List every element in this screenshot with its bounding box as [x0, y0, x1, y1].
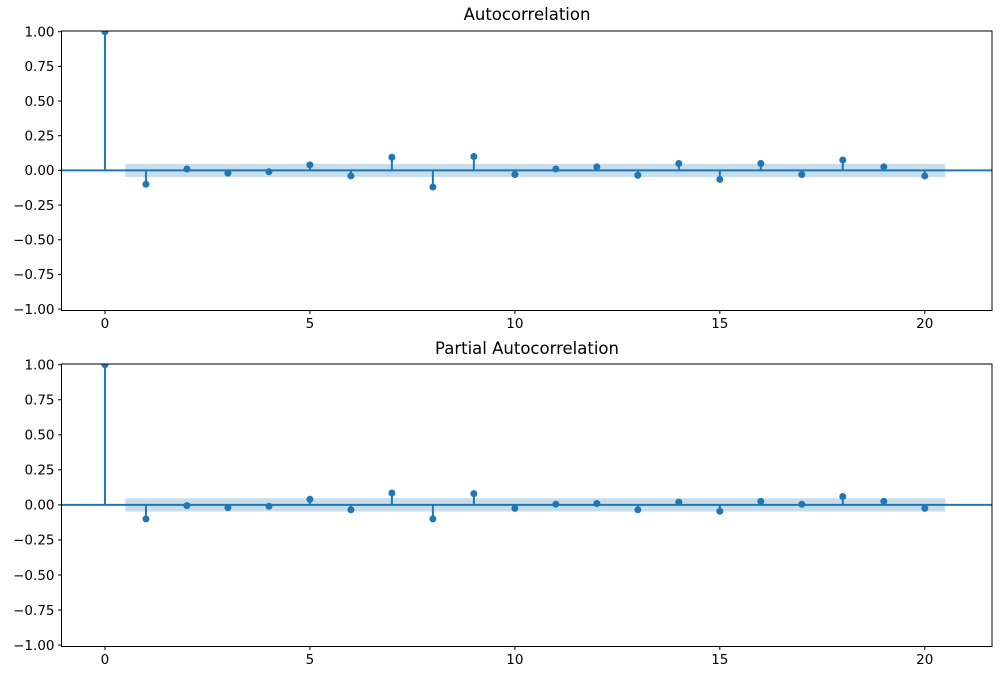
marker-lag-4	[265, 168, 273, 176]
marker-lag-11	[552, 500, 560, 508]
x-tick-label: 5	[306, 652, 315, 668]
marker-lag-17	[798, 500, 806, 508]
y-tick-label: 0.75	[24, 59, 54, 75]
y-tick-label: −0.50	[13, 568, 54, 584]
marker-lag-19	[880, 163, 888, 171]
acf-plot-title: Autocorrelation	[463, 5, 591, 24]
marker-lag-12	[593, 499, 601, 507]
marker-lag-20	[921, 504, 929, 512]
x-tick-label: 0	[101, 316, 110, 332]
marker-lag-16	[757, 497, 765, 505]
marker-lag-3	[224, 504, 232, 512]
marker-lag-14	[675, 498, 683, 506]
marker-lag-10	[511, 171, 519, 179]
y-tick-label: −1.00	[13, 638, 54, 654]
y-tick-label: −0.25	[13, 198, 54, 214]
y-tick-label: 1.00	[24, 358, 54, 374]
y-tick-label: 0.25	[24, 463, 54, 479]
marker-lag-0	[101, 364, 109, 369]
marker-lag-15	[716, 175, 724, 183]
marker-lag-1	[142, 180, 150, 188]
y-tick-label: −0.75	[13, 603, 54, 619]
x-tick-label: 10	[506, 652, 523, 668]
marker-lag-0	[101, 31, 109, 36]
y-tick-label: −0.75	[13, 267, 54, 283]
marker-lag-7	[388, 153, 396, 161]
marker-lag-19	[880, 497, 888, 505]
marker-lag-20	[921, 172, 929, 180]
marker-lag-14	[675, 159, 683, 167]
x-tick-label: 20	[916, 652, 933, 668]
y-tick-label: −0.25	[13, 533, 54, 549]
marker-lag-8	[429, 515, 437, 523]
stem-series	[101, 364, 929, 523]
y-tick-label: 0.75	[24, 393, 54, 409]
stem-series	[101, 31, 929, 191]
x-tick-label: 15	[711, 316, 728, 332]
marker-lag-17	[798, 171, 806, 179]
pacf-plot-title: Partial Autocorrelation	[435, 339, 619, 358]
marker-lag-6	[347, 506, 355, 514]
marker-lag-18	[839, 156, 847, 164]
y-tick-label: 1.00	[24, 24, 54, 40]
marker-lag-10	[511, 504, 519, 512]
y-tick-label: 0.50	[24, 428, 54, 444]
x-tick-label: 20	[916, 316, 933, 332]
marker-lag-6	[347, 172, 355, 180]
marker-lag-9	[470, 490, 478, 498]
marker-lag-9	[470, 153, 478, 161]
marker-lag-16	[757, 159, 765, 167]
marker-lag-2	[183, 502, 191, 510]
marker-lag-5	[306, 495, 314, 503]
marker-lag-8	[429, 183, 437, 191]
marker-lag-7	[388, 489, 396, 497]
marker-lag-18	[839, 492, 847, 500]
y-tick-label: 0.25	[24, 129, 54, 145]
pacf-axes: 1.00 0.75 0.50 0.25 0.00 −0.25 −0.50 −0.75 −1.00…	[13, 358, 993, 668]
x-tick-label: 15	[711, 652, 728, 668]
marker-lag-1	[142, 515, 150, 523]
marker-lag-13	[634, 506, 642, 514]
x-tick-label: 0	[101, 652, 110, 668]
acf-axes: 1.00 0.75 0.50 0.25 0.00 −0.25 −0.50 −0.75 −1.00…	[13, 24, 993, 332]
marker-lag-11	[552, 165, 560, 173]
y-tick-label: 0.00	[24, 498, 54, 514]
y-tick-label: 0.50	[24, 94, 54, 110]
marker-lag-5	[306, 161, 314, 169]
marker-lag-4	[265, 502, 273, 510]
marker-lag-3	[224, 169, 232, 177]
marker-lag-15	[716, 507, 724, 515]
x-tick-label: 5	[306, 316, 315, 332]
x-tick-label: 10	[506, 316, 523, 332]
marker-lag-2	[183, 165, 191, 173]
y-tick-label: 0.00	[24, 163, 54, 179]
y-tick-label: −0.50	[13, 233, 54, 249]
marker-lag-13	[634, 171, 642, 179]
marker-lag-12	[593, 163, 601, 171]
y-tick-label: −1.00	[13, 302, 54, 318]
